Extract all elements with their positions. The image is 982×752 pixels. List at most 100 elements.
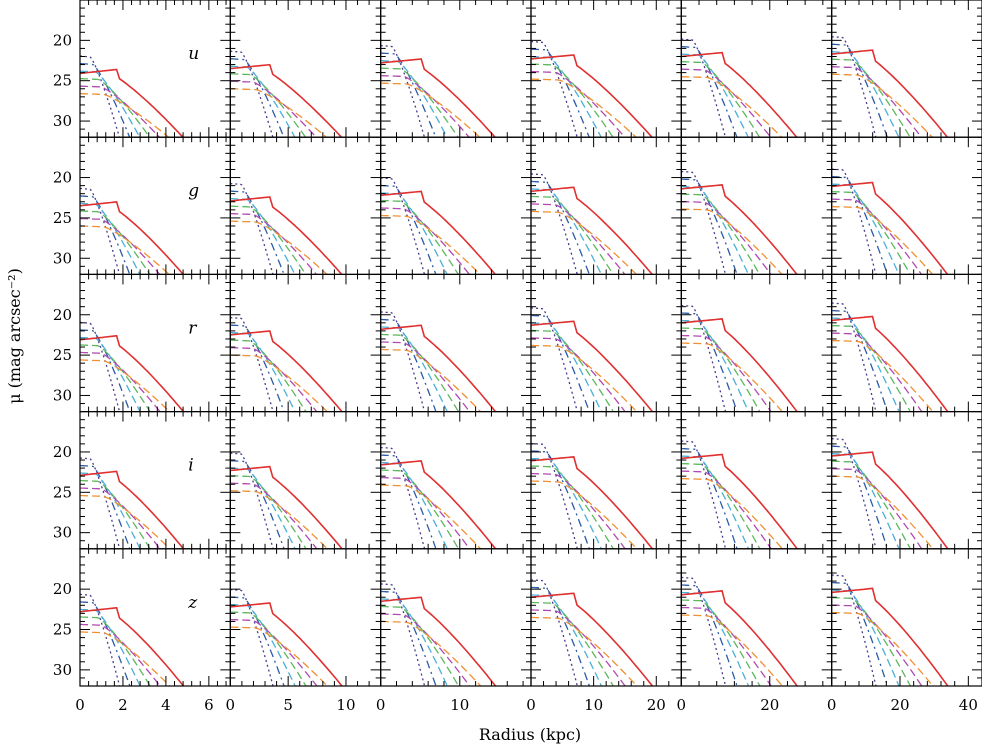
profile-curve-6 — [230, 196, 343, 275]
profile-curve-4 — [80, 217, 161, 275]
profile-curve-3 — [831, 58, 911, 138]
profile-curve-1 — [80, 195, 131, 275]
profile-curve-6 — [230, 63, 343, 138]
profile-curve-5 — [531, 616, 638, 686]
profile-curve-5 — [80, 359, 171, 412]
profile-curve-5 — [80, 631, 171, 686]
profile-curve-6 — [380, 460, 497, 549]
x-tick-label: 0 — [226, 696, 236, 714]
curves — [380, 583, 497, 686]
profile-curve-2 — [531, 457, 603, 549]
panel-r1-c1 — [229, 136, 382, 275]
profile-curve-6 — [380, 190, 497, 275]
profile-curve-2 — [230, 467, 296, 549]
profile-curve-6 — [531, 592, 654, 686]
profile-curve-6 — [80, 201, 185, 275]
profile-curve-5 — [380, 620, 482, 686]
x-tick-label: 10 — [336, 696, 355, 714]
profile-curve-4 — [80, 85, 161, 138]
profile-curve-4 — [831, 468, 923, 549]
profile-curve-6 — [230, 465, 343, 549]
panel-frame — [229, 0, 382, 138]
panel-r4-c2: 0 10 — [376, 548, 532, 714]
panel-frame — [380, 548, 532, 687]
panel-r0-c0: 20 25 30 u — [53, 0, 231, 138]
curves — [681, 576, 799, 686]
curves — [831, 168, 949, 275]
profile-curve-6 — [80, 606, 185, 686]
profile-curve-0 — [230, 588, 274, 686]
x-tick-label: 0 — [75, 696, 85, 714]
profile-curve-0 — [80, 457, 121, 549]
panel-r4-c1: 0 5 10 — [226, 548, 382, 714]
profile-curve-2 — [531, 594, 603, 686]
profile-curve-1 — [531, 450, 591, 549]
profile-curve-2 — [80, 202, 141, 275]
profile-curve-0 — [230, 182, 274, 275]
profile-curve-6 — [230, 330, 343, 412]
profile-curve-0 — [380, 44, 426, 138]
profile-curve-4 — [380, 207, 471, 275]
y-tick-label: 30 — [53, 661, 72, 679]
panel-frame — [831, 548, 982, 687]
panel-r2-c0: 20 25 30 r — [53, 273, 231, 413]
panel-r2-c1 — [229, 273, 382, 413]
profile-curve-2 — [681, 185, 750, 275]
panel-frame — [530, 136, 682, 275]
profile-curve-4 — [230, 346, 318, 412]
profile-curve-2 — [831, 589, 900, 686]
x-tick-label: 2 — [118, 696, 128, 714]
profile-curve-1 — [230, 58, 285, 138]
profile-curve-5 — [80, 494, 171, 549]
profile-curve-5 — [380, 214, 482, 275]
profile-curve-3 — [531, 195, 614, 275]
profile-curve-6 — [80, 470, 185, 549]
profile-curve-3 — [531, 601, 615, 686]
profile-curve-1 — [80, 464, 131, 549]
profile-curve-6 — [531, 54, 654, 138]
profile-curve-2 — [681, 455, 750, 549]
profile-curve-1 — [380, 184, 437, 275]
profile-curve-1 — [681, 178, 738, 275]
profile-curve-5 — [831, 611, 934, 686]
profile-curve-1 — [230, 460, 285, 549]
profile-curve-1 — [380, 52, 437, 138]
profile-curve-5 — [230, 354, 329, 412]
profile-curve-6 — [681, 590, 799, 686]
profile-curve-1 — [531, 48, 590, 138]
profile-curve-1 — [831, 175, 889, 275]
band-label: r — [188, 318, 197, 338]
curves — [80, 593, 185, 686]
profile-curve-4 — [531, 203, 626, 275]
y-tick-label: 25 — [53, 621, 72, 639]
profile-curve-6 — [831, 587, 949, 686]
x-tick-label: 6 — [204, 696, 214, 714]
panel-r0-c4 — [680, 0, 833, 138]
panel-frame — [680, 0, 833, 138]
profile-curve-2 — [230, 197, 296, 275]
x-tick-label: 0 — [526, 696, 536, 714]
panel-r2-c2 — [380, 273, 532, 413]
profile-curve-1 — [531, 586, 591, 686]
profile-curve-2 — [831, 183, 900, 275]
profile-curve-4 — [380, 613, 471, 686]
y-tick-label: 20 — [53, 306, 72, 324]
profile-curve-2 — [230, 65, 296, 138]
curves — [681, 38, 798, 138]
profile-curve-2 — [80, 472, 141, 549]
panel-r1-c5 — [831, 136, 982, 275]
profile-curve-5 — [230, 88, 328, 138]
curves — [380, 446, 497, 549]
profile-curve-4 — [681, 68, 772, 138]
profile-curve-3 — [831, 190, 911, 275]
panel-r2-c3 — [530, 273, 682, 413]
profile-curve-5 — [230, 626, 329, 686]
profile-curve-1 — [230, 190, 285, 275]
profile-curve-2 — [230, 603, 296, 686]
panel-r0-c5 — [831, 0, 982, 138]
panel-r0-c1 — [229, 0, 382, 138]
panel-r1-c4 — [680, 136, 833, 275]
profile-curve-1 — [380, 318, 437, 412]
profile-curve-3 — [230, 475, 307, 549]
curves — [380, 177, 497, 275]
